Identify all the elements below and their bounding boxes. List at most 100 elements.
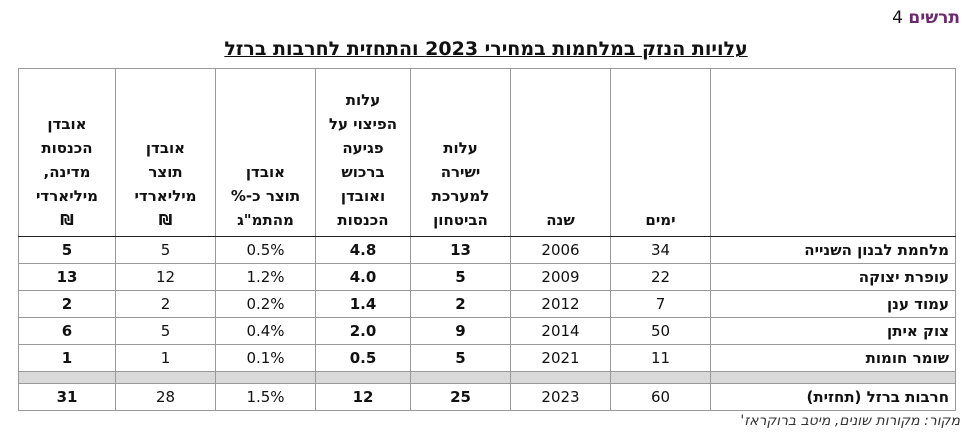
cell: 2 [115,290,216,318]
header-line: הביטחון [433,211,488,229]
header-cell [710,68,956,237]
cell: 2006 [510,236,611,264]
header-cell: עלות הפיצוי על פגיעה ברכוש ואובדן הכנסות [315,68,411,237]
cell: 5 [115,317,216,345]
header-line: מיליארדי [134,187,197,205]
cell: 60 [610,383,711,411]
cell: 5 [410,344,511,372]
cell: 0.5% [215,236,316,264]
header-line: מהתמ"ג [237,211,294,229]
cell: 2023 [510,383,611,411]
cell: חרבות ברזל (תחזית) [710,383,956,411]
cell: 0.4% [215,317,316,345]
cell: 31 [18,383,116,411]
separator-cell [215,371,316,384]
separator-cell [315,371,411,384]
header-cell: אובדן תוצר כ-% מהתמ"ג [215,68,316,237]
cell: 25 [410,383,511,411]
cell: 1.2% [215,263,316,291]
header-line: עלות [443,139,478,157]
separator-cell [610,371,711,384]
cell: 2012 [510,290,611,318]
cell: 2.0 [315,317,411,345]
row: חרבות ברזל (תחזית) 60 2023 25 12 1.5% 28 31 [18,383,956,411]
header-line: פגיעה [342,139,384,157]
cell: 4.0 [315,263,411,291]
cell: צוק איתן [710,317,956,345]
cell: 2 [410,290,511,318]
cell: 6 [18,317,116,345]
cell: 12 [315,383,411,411]
cell: 5 [410,263,511,291]
header-line: ₪ [60,211,74,229]
title: עלויות הנזק במלחמות במחירי 2023 והתחזית … [224,38,748,60]
header-cell: אובדן הכנסות מדינה, מיליארדי ₪ [18,68,116,237]
cell: 2014 [510,317,611,345]
cell: 2 [18,290,116,318]
cell: 2021 [510,344,611,372]
cell: 28 [115,383,216,411]
separator-cell [115,371,216,384]
header-line: מיליארדי [36,187,98,205]
table-body: מלחמת לבנון השנייה 34 2006 13 4.8 0.5% 5 5 עופרת… [18,236,956,411]
header-line: ישירה [440,163,481,181]
row: עופרת יצוקה 22 2009 5 4.0 1.2% 12 13 [18,263,956,291]
header-line: תוצר כ-% [230,187,301,205]
cell: 1 [115,344,216,372]
table: ימים שנה עלות ישירה למערכת הביטחון עלות הפיצוי … [18,68,956,411]
header-line: ₪ [158,211,173,229]
row: מלחמת לבנון השנייה 34 2006 13 4.8 0.5% 5 5 [18,236,956,264]
header-cell: ימים [610,68,711,237]
header-line: ואובדן [340,187,386,205]
header-line: אובדן [145,139,186,157]
cell: 50 [610,317,711,345]
header-line: ימים [645,211,676,229]
cell: 5 [115,236,216,264]
cell: 5 [18,236,116,264]
cell: 7 [610,290,711,318]
header-line: מדינה, [43,163,91,181]
header-line: הפיצוי על [328,115,398,133]
header-line: ברכוש [341,163,385,181]
separator-cell [710,371,956,384]
header-row: ימים שנה עלות ישירה למערכת הביטחון עלות הפיצוי … [18,68,956,237]
header-line: עלות [345,91,381,109]
cell: 1.4 [315,290,411,318]
header-cell: שנה [510,68,611,237]
cell: 1 [18,344,116,372]
cell: 13 [18,263,116,291]
cell: 13 [410,236,511,264]
cell: עמוד ענן [710,290,956,318]
cell: 22 [610,263,711,291]
separator-cell [510,371,611,384]
number: 4 [892,8,903,28]
header-cell: אובדן תוצר מיליארדי ₪ [115,68,216,237]
row: עמוד ענן 7 2012 2 1.4 0.2% 2 2 [18,290,956,318]
cell: עופרת יצוקה [710,263,956,291]
label: תרשים [908,8,960,28]
row: שומר חומות 11 2021 5 0.5 0.1% 1 1 [18,344,956,372]
cell: 9 [410,317,511,345]
cell: 1.5% [215,383,316,411]
cell: 0.2% [215,290,316,318]
cell: 0.1% [215,344,316,372]
source: מקור: מקורות שונים, מיטב ברוקראז' [740,413,960,429]
cell: 34 [610,236,711,264]
cell: 2009 [510,263,611,291]
header-cell: עלות ישירה למערכת הביטחון [410,68,511,237]
separator-cell [18,371,116,384]
separator [18,371,956,384]
header-line: אובדן [47,115,87,133]
header-line: אובדן [245,163,286,181]
row: צוק איתן 50 2014 9 2.0 0.4% 5 6 [18,317,956,345]
cell: 4.8 [315,236,411,264]
separator-cell [410,371,511,384]
header-line: הכנסות [337,211,389,229]
header-line: למערכת [431,187,490,205]
cell: 0.5 [315,344,411,372]
header-line: תוצר [148,163,183,181]
cell: מלחמת לבנון השנייה [710,236,956,264]
header-line: הכנסות [41,139,93,157]
cell: 11 [610,344,711,372]
